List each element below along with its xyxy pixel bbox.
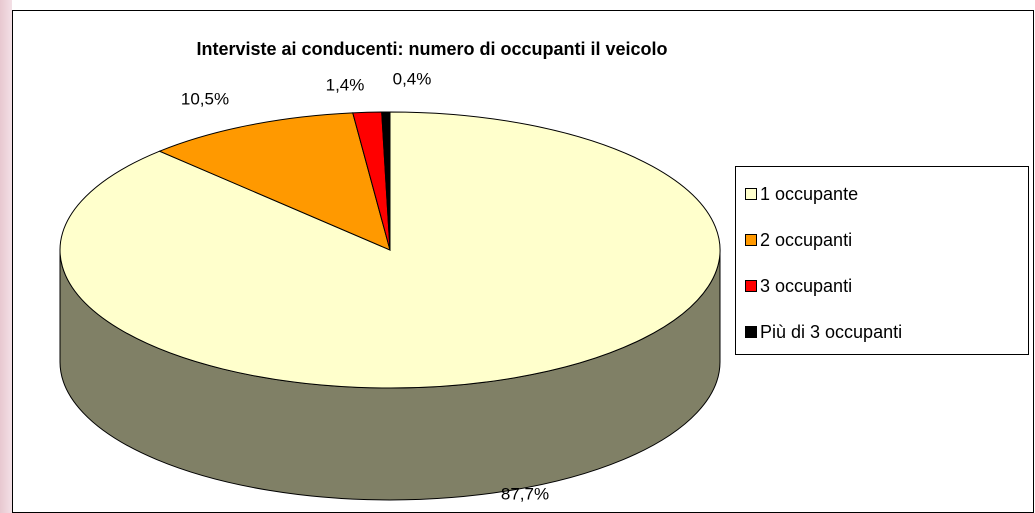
data-label: 10,5% xyxy=(181,89,229,108)
legend-swatch xyxy=(745,280,757,292)
data-label: 87,7% xyxy=(501,484,549,503)
chart-title: Interviste ai conducenti: numero di occu… xyxy=(196,39,667,59)
legend-label: 1 occupante xyxy=(760,184,858,204)
legend-swatch xyxy=(745,234,757,246)
legend-swatch xyxy=(745,326,757,338)
data-label: 0,4% xyxy=(393,69,432,88)
pie-slice xyxy=(158,112,391,251)
pie-slice xyxy=(381,111,391,251)
legend-swatch xyxy=(745,188,757,200)
data-label: 1,4% xyxy=(326,75,365,94)
legend-label: 3 occupanti xyxy=(760,276,852,296)
legend-label: 2 occupanti xyxy=(760,230,852,250)
legend-box xyxy=(735,166,1029,355)
legend-label: Più di 3 occupanti xyxy=(760,322,902,342)
